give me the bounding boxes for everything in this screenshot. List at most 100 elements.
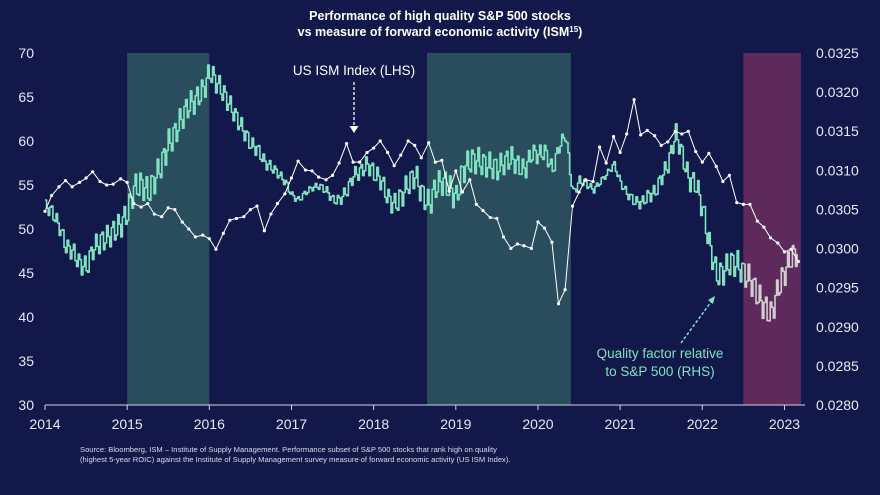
ism-point	[173, 208, 177, 212]
ism-point	[686, 129, 690, 133]
ism-point	[221, 231, 225, 235]
ism-point	[666, 140, 670, 144]
ism-point	[98, 179, 102, 184]
ism-point	[727, 173, 732, 177]
ism-point	[365, 150, 369, 155]
x-tick-label: 2018	[358, 416, 389, 432]
ism-point	[392, 164, 396, 168]
left-axis-ticks: 30 35 40 45 50 55 60 65 70	[18, 45, 34, 413]
ism-point	[556, 302, 561, 306]
source-note: Source: Bloomberg, ISM – Institute of Su…	[80, 445, 511, 464]
ism-point	[310, 169, 314, 173]
ism-point	[125, 180, 129, 184]
x-tick-label: 2023	[769, 416, 800, 432]
ism-point	[70, 185, 74, 189]
ism-point	[625, 132, 629, 136]
ism-point	[645, 128, 649, 133]
ism-point	[721, 179, 725, 184]
ism-series	[43, 98, 801, 306]
quality-annotation-arrow	[680, 301, 712, 344]
ism-point	[550, 240, 554, 244]
ism-point	[522, 244, 526, 248]
ism-point	[509, 246, 513, 250]
ism-point	[762, 225, 766, 229]
ism-point	[741, 202, 745, 206]
right-tick-label: 0.0325	[816, 45, 859, 61]
ism-point	[707, 151, 711, 155]
ism-point	[591, 179, 595, 184]
ism-point	[214, 247, 218, 251]
right-tick-label: 0.0315	[816, 123, 859, 139]
ism-point	[269, 212, 273, 216]
ism-point	[419, 156, 423, 160]
ism-point	[673, 129, 677, 133]
ism-point	[639, 133, 643, 137]
ism-point	[296, 159, 300, 163]
ism-point	[427, 141, 431, 145]
ism-point	[694, 149, 698, 154]
x-axis-ticks: 2014 2015 2016 2017 2018 2019 2020 2021 2022 2023	[29, 405, 800, 432]
left-tick-label: 50	[18, 221, 34, 237]
ism-point	[63, 179, 68, 183]
ism-point	[680, 132, 684, 136]
ism-point	[43, 209, 47, 213]
quality-line	[45, 64, 745, 286]
ism-point	[289, 176, 294, 180]
ism-point	[584, 178, 588, 182]
right-tick-label: 0.0295	[816, 280, 859, 296]
ism-point	[146, 201, 150, 206]
chart-subtitle: vs measure of forward economic activity …	[298, 25, 583, 39]
ism-point	[303, 168, 308, 172]
ism-point	[77, 180, 82, 184]
ism-point	[49, 193, 54, 198]
x-tick-label: 2022	[687, 416, 718, 432]
ism-point	[248, 208, 253, 212]
ism-point	[570, 204, 575, 208]
left-tick-label: 60	[18, 133, 34, 149]
ism-point	[406, 139, 410, 143]
ism-point	[187, 227, 191, 231]
left-tick-label: 40	[18, 309, 34, 325]
right-tick-label: 0.0290	[816, 319, 859, 335]
shaded-region-0	[127, 53, 210, 405]
ism-point	[454, 169, 458, 173]
ism-point	[529, 246, 534, 250]
left-tick-label: 65	[18, 89, 34, 105]
right-axis-ticks: 0.0280 0.0285 0.0290 0.0295 0.0300 0.0305 0.03…	[816, 45, 859, 413]
x-tick-label: 2017	[276, 416, 307, 432]
quality-arrowhead-icon	[708, 296, 715, 304]
left-tick-label: 30	[18, 397, 34, 413]
ism-point	[768, 236, 773, 240]
ism-point	[481, 208, 485, 213]
ism-point	[351, 160, 355, 164]
ism-point	[152, 212, 156, 216]
ism-point	[776, 241, 780, 245]
ism-point	[193, 235, 197, 239]
ism-point	[324, 178, 328, 182]
ism-point	[597, 145, 602, 149]
ism-point	[755, 219, 759, 223]
ism-point	[283, 192, 287, 196]
ism-point	[460, 190, 464, 194]
left-tick-label: 35	[18, 353, 34, 369]
x-tick-label: 2019	[440, 416, 471, 432]
ism-point	[447, 189, 451, 193]
right-tick-label: 0.0300	[816, 241, 859, 257]
ism-point	[748, 202, 752, 206]
ism-point	[105, 183, 109, 187]
ism-point	[515, 242, 520, 246]
ism-point	[228, 218, 232, 222]
quality-line-recent	[743, 244, 798, 322]
ism-point	[317, 175, 321, 179]
ism-point	[386, 150, 390, 155]
ism-point	[796, 259, 801, 264]
ism-point	[618, 150, 622, 155]
ism-point	[413, 143, 417, 147]
ism-point	[440, 158, 444, 162]
left-tick-label: 55	[18, 177, 34, 193]
ism-point	[201, 233, 205, 237]
ism-point	[111, 182, 115, 186]
left-tick-label: 45	[18, 265, 34, 281]
ism-point	[132, 201, 136, 206]
